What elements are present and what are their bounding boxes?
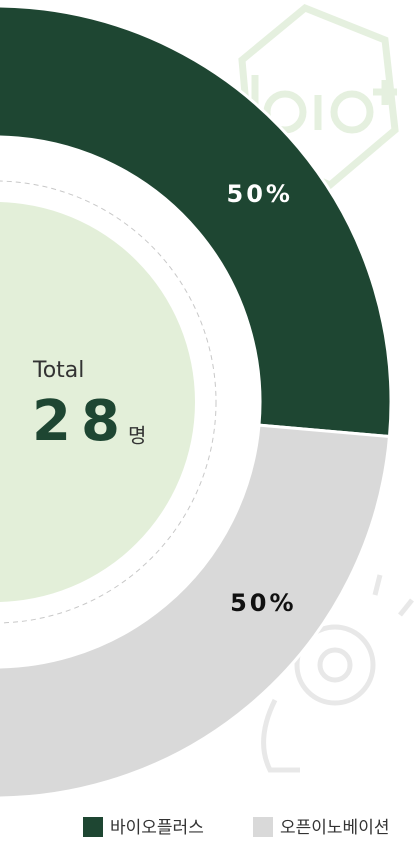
center-unit: 명 (128, 424, 146, 448)
watermark-logo (238, 3, 399, 190)
value-label: 50% (230, 589, 296, 617)
legend-label: 바이오플러스 (110, 818, 204, 838)
legend-swatch (253, 817, 273, 837)
legend-swatch (83, 817, 103, 837)
legend-label: 오픈이노베이션 (280, 818, 389, 838)
center-label: Total (32, 358, 84, 383)
donut-segment (0, 423, 392, 800)
donut-segment (0, 4, 393, 439)
dashed-ring (0, 180, 217, 624)
value-label: 50% (227, 180, 293, 208)
center-value: 28 (32, 389, 130, 454)
center-disc (0, 202, 195, 602)
